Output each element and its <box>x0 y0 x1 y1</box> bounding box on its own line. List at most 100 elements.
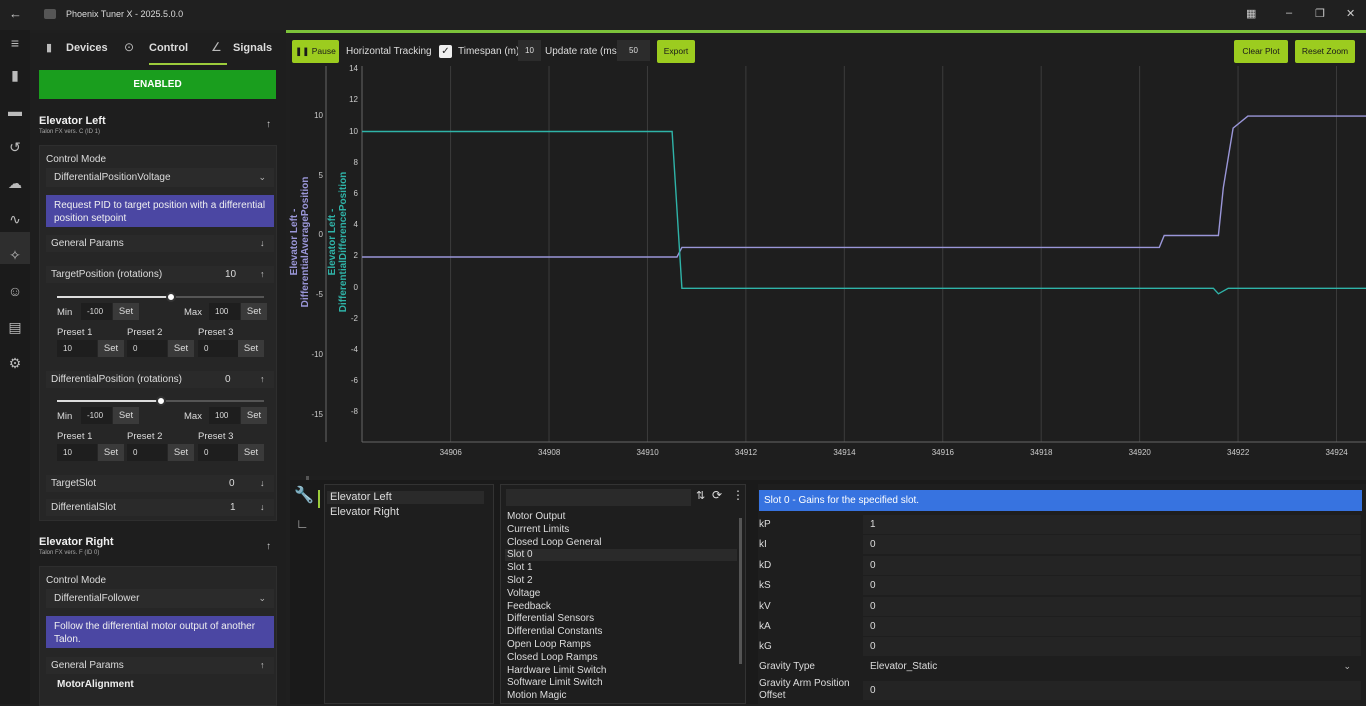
set-max-button[interactable]: Set <box>241 407 267 424</box>
device-list-item[interactable]: Elevator Left <box>330 491 392 503</box>
control-mode-select[interactable]: DifferentialFollower ⌄ <box>46 589 274 608</box>
more-icon[interactable]: ⋮ <box>732 488 744 502</box>
max-label: Max <box>184 411 202 422</box>
document-icon[interactable]: ▤ <box>8 319 22 335</box>
gain-input-kv[interactable]: 0 <box>863 596 1361 616</box>
horizontal-tracking-checkbox[interactable]: ✓ <box>439 45 452 58</box>
tab-control[interactable]: Control <box>149 42 189 54</box>
config-group-item[interactable]: Open Loop Ramps <box>507 639 591 650</box>
person-icon[interactable]: ☺ <box>7 283 23 299</box>
config-group-item[interactable]: Motor Output <box>507 511 566 522</box>
expand-down-icon[interactable]: ↓ <box>260 478 265 488</box>
reset-zoom-button[interactable]: Reset Zoom <box>1295 40 1355 63</box>
preset2-input[interactable]: 0 <box>127 340 167 357</box>
pause-button[interactable]: ❚❚ Pause <box>292 40 339 63</box>
device-list-item[interactable]: Elevator Right <box>330 506 400 518</box>
preset3-input[interactable]: 0 <box>198 340 238 357</box>
line-chart[interactable] <box>290 36 1366 476</box>
collapse-up-icon[interactable]: ↑ <box>260 269 265 279</box>
gain-input-kd[interactable]: 0 <box>863 555 1361 575</box>
slider-knob[interactable] <box>165 292 176 302</box>
collapse-icon[interactable]: ↑ <box>266 541 271 552</box>
target-position-slider[interactable] <box>57 292 264 302</box>
gain-input-ka[interactable]: 0 <box>863 617 1361 636</box>
settings-icon[interactable]: ⚙ <box>8 355 22 371</box>
set-max-button[interactable]: Set <box>241 303 267 320</box>
x-tick: 34914 <box>833 448 856 457</box>
preset1-input[interactable]: 10 <box>57 340 97 357</box>
min-input[interactable]: -100 <box>81 303 112 320</box>
differential-slot-value[interactable]: 1 <box>230 502 236 513</box>
set-preset2-button[interactable]: Set <box>168 340 194 357</box>
max-input[interactable]: 100 <box>209 407 240 424</box>
general-params-row[interactable]: General Params ↑ <box>46 657 274 674</box>
cloud-icon[interactable]: ☁ <box>8 175 22 191</box>
set-preset2-button[interactable]: Set <box>168 444 194 461</box>
target-position-value[interactable]: 10 <box>225 269 237 280</box>
collapse-icon[interactable]: ↑ <box>266 119 271 130</box>
clear-plot-button[interactable]: Clear Plot <box>1234 40 1288 63</box>
tab-signals[interactable]: Signals <box>233 42 273 54</box>
collapse-up-icon[interactable]: ↑ <box>260 374 265 384</box>
slider-knob[interactable] <box>155 396 166 406</box>
timespan-input[interactable]: 10 <box>518 40 541 61</box>
config-group-item[interactable]: Differential Constants <box>507 626 603 638</box>
config-scrollbar[interactable] <box>739 518 742 664</box>
general-params-row[interactable]: General Params ↓ <box>46 235 274 252</box>
gain-input-kp[interactable]: 1 <box>863 515 1361 534</box>
chart-icon[interactable]: ∟ <box>296 516 309 531</box>
control-mode-select[interactable]: DifferentialPositionVoltage ⌄ <box>46 168 274 187</box>
config-group-item[interactable]: Slot 0 <box>507 549 533 561</box>
update-rate-input[interactable]: 50 <box>617 40 650 61</box>
config-icon[interactable]: ▬ <box>8 103 22 119</box>
preset3-input[interactable]: 0 <box>198 444 238 461</box>
config-group-item[interactable]: Closed Loop General <box>507 536 602 548</box>
config-search-input[interactable] <box>506 489 691 506</box>
gain-input-ks[interactable]: 0 <box>863 576 1361 596</box>
back-arrow-icon[interactable]: ← <box>9 6 22 21</box>
config-group-item[interactable]: Differential Sensors <box>507 613 595 625</box>
gain-input-kg[interactable]: 0 <box>863 637 1361 657</box>
preset1-input[interactable]: 10 <box>57 444 97 461</box>
min-input[interactable]: -100 <box>81 407 112 424</box>
gravity-offset-input[interactable]: 0 <box>863 681 1361 700</box>
maximize-icon[interactable]: ❐ <box>1315 8 1325 20</box>
set-preset1-button[interactable]: Set <box>98 340 124 357</box>
config-group-item[interactable]: Slot 2 <box>507 575 533 586</box>
history-icon[interactable]: ↺ <box>9 139 21 155</box>
differential-position-slider[interactable] <box>57 396 264 406</box>
gravity-type-select[interactable]: Elevator_Static ⌄ <box>863 657 1361 676</box>
export-button[interactable]: Export <box>657 40 695 63</box>
config-group-item[interactable]: Feedback <box>507 600 551 612</box>
gain-input-ki[interactable]: 0 <box>863 535 1361 555</box>
target-slot-value[interactable]: 0 <box>229 478 235 489</box>
preset2-input[interactable]: 0 <box>127 444 167 461</box>
config-group-item[interactable]: Hardware Limit Switch <box>507 664 607 676</box>
config-group-item[interactable]: Slot 1 <box>507 562 533 574</box>
config-group-item[interactable]: Voltage <box>507 587 541 599</box>
close-icon[interactable]: ✕ <box>1346 8 1356 20</box>
sort-icon[interactable]: ⇅ <box>696 490 706 502</box>
plot-icon[interactable]: ∿ <box>9 211 21 227</box>
config-group-item[interactable]: Motion Magic <box>507 690 567 702</box>
config-group-item[interactable]: Software Limit Switch <box>507 677 603 689</box>
tab-devices[interactable]: Devices <box>66 42 108 54</box>
device-icon[interactable]: ▮ <box>11 67 19 83</box>
set-preset3-button[interactable]: Set <box>238 444 264 461</box>
set-min-button[interactable]: Set <box>113 407 139 424</box>
expand-down-icon[interactable]: ↓ <box>260 502 265 512</box>
keyboard-icon[interactable]: ▦ <box>1246 8 1257 20</box>
control-icon[interactable]: ✧ <box>9 247 21 263</box>
set-preset3-button[interactable]: Set <box>238 340 264 357</box>
config-group-item[interactable]: Closed Loop Ramps <box>507 651 598 663</box>
refresh-icon[interactable]: ⟳ <box>712 488 723 502</box>
max-input[interactable]: 100 <box>209 303 240 320</box>
config-group-item[interactable]: Current Limits <box>507 523 570 535</box>
differential-position-value[interactable]: 0 <box>225 374 231 385</box>
wrench-icon[interactable]: 🔧 <box>294 487 314 504</box>
set-min-button[interactable]: Set <box>113 303 139 320</box>
minimize-icon[interactable]: – <box>1286 7 1293 19</box>
menu-icon[interactable]: ≡ <box>10 35 20 51</box>
set-preset1-button[interactable]: Set <box>98 444 124 461</box>
enable-button[interactable]: ENABLED <box>39 70 276 99</box>
